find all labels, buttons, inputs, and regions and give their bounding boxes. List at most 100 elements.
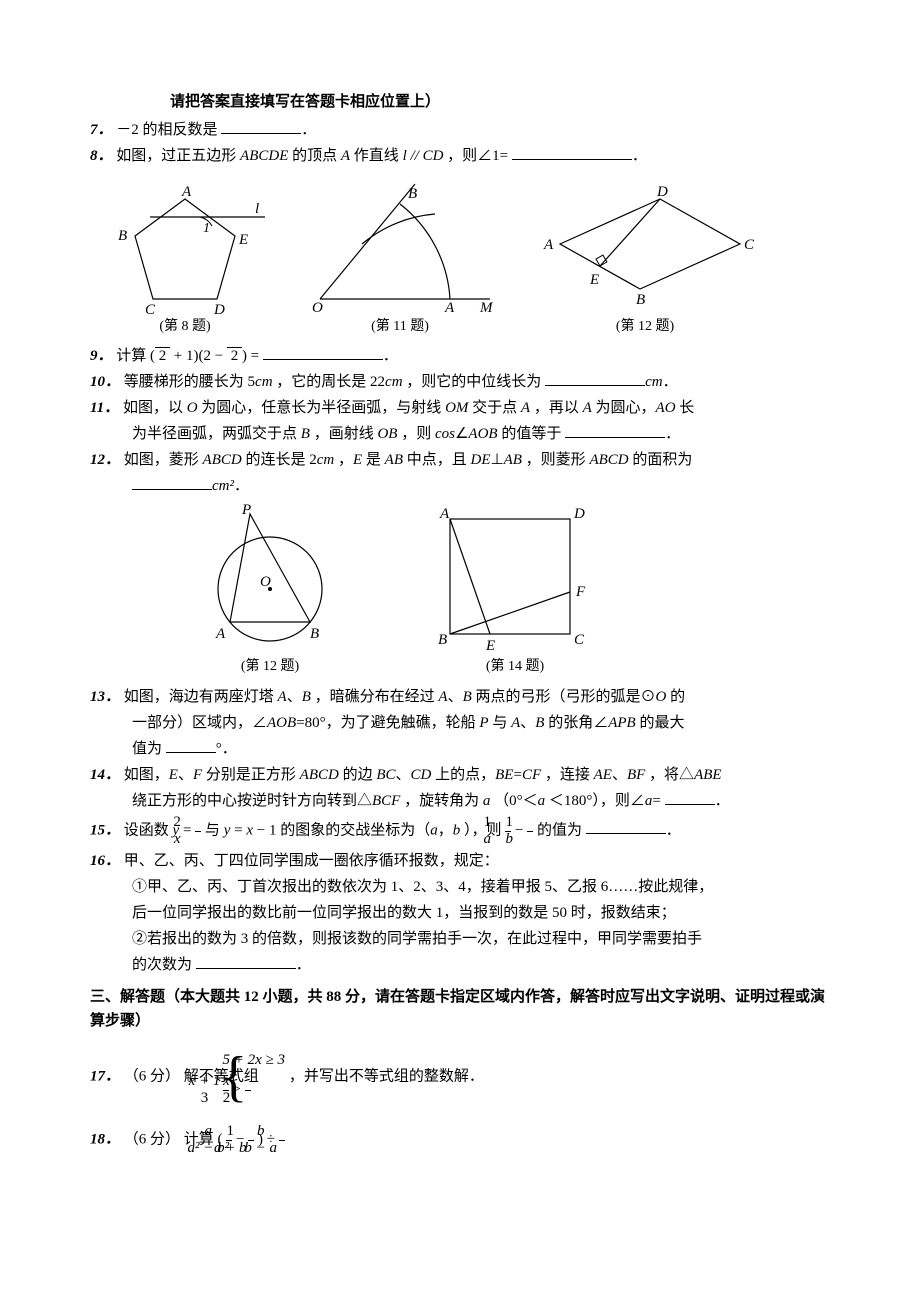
q11-l1f: 长 [679,400,694,416]
q14-eq2: = [652,793,660,809]
fig14-cap: (第 14 题) [486,656,544,678]
q16-l5: 的次数为 ． [90,953,830,977]
q14-l1a: 如图， [124,767,169,783]
q17-gt: > [232,1081,244,1097]
q14-E: E [169,767,178,783]
q13-APB: APB [608,715,636,731]
q16-l4: ②若报出的数为 3 的倍数，则报该数的同学需拍手一次，在此过程中，甲同学需要拍手 [90,927,830,951]
fig13-svg: P O A B [190,504,350,654]
q8-tc: 作直线 [354,148,403,164]
q12-blank [132,474,212,490]
q11-A: A [521,400,530,416]
q18: 18． （6 分） 计算 ( aa² − b² − 1a + b ) ÷ bb … [90,1124,830,1157]
q13-l2d: 的最大 [639,715,684,731]
q14-l2d: ＜180°），则∠ [549,793,645,809]
fig12-D: D [656,184,668,200]
q15-num: 15． [90,822,120,838]
figure-row-1: A B E C D 1 l (第 8 题) O A M B (第 11 题) [90,174,830,338]
fig13-A: A [215,626,226,642]
q12-dot: ． [234,478,249,494]
q15-l1b: 与 [205,822,224,838]
q10-num: 10． [90,374,120,390]
q16-l5t: 的次数为 [132,957,192,973]
q13-B3: B [535,715,544,731]
q16-l2: ①甲、乙、丙、丁首次报出的数依次为 1、2、3、4，接着甲报 5、乙报 6……按… [90,875,830,899]
fig14-svg: A D B C E F [430,504,600,654]
fig8-svg: A B E C D 1 l [100,184,270,314]
q14-AE: AE [594,767,612,783]
fig13-O: O [260,574,271,590]
q15-m2: − [515,822,527,838]
q16-blank [196,953,296,969]
q13-A3: A [511,715,520,731]
q13-l2b: 与 [492,715,511,731]
q17-system: { 5 + 2x ≥ 3 x + 13 > x2 [263,1048,286,1106]
q12-l1e: 中点，且 [407,452,471,468]
q10-ta: 等腰梯形的腰长为 5 [124,374,255,390]
fig12-A: A [543,237,554,253]
q18-f3n: b [279,1124,285,1141]
q11-l2a: 为半径画弧，两弧交于点 [132,426,301,442]
q14-BCF: BCF [372,793,400,809]
q13-deg: °． [216,741,237,757]
q13-l1d: 的 [670,689,685,705]
page-root: 请把答案直接填写在答题卡相应位置上） 7． －2 的相反数是 ． 8． 如图，过… [90,90,830,1157]
q15-f1d: x [195,832,201,848]
q14-l1f: ，将△ [649,767,694,783]
q16-num: 16． [90,853,120,869]
fig8-ang1: 1 [203,221,210,236]
q7-text: －2 的相反数是 [116,122,217,138]
fig12-cap: (第 12 题) [616,316,674,338]
q14-l1d: 上的点， [435,767,495,783]
q13-l2a: 一部分）区域内，∠ [132,715,267,731]
q8-lpar: l // CD [403,148,444,164]
q12-DE: DE [471,452,491,468]
q13-A: A [278,689,287,705]
q18-f2n: 1 [248,1124,254,1141]
q13-blank [166,737,216,753]
fig12: A D C B E (第 12 题) [530,184,760,338]
q11-l2c: ，则 [401,426,435,442]
fig12-svg: A D C B E [530,184,760,314]
q14-l1e: ，连接 [545,767,594,783]
q15-l1e: 的值为 [537,822,582,838]
q10-tb: ，它的周长是 22 [276,374,385,390]
q12-l1b: 的连长是 2 [245,452,316,468]
q8-blank [512,144,632,160]
fig13: P O A B (第 12 题) [190,504,350,678]
fig11-O: O [312,300,323,314]
q11-AOB: AOB [468,426,497,442]
q14-l2a: 绕正方形的中心按逆时针方向转到△ [132,793,372,809]
q11-OM: OM [445,400,468,416]
q11-AO: AO [656,400,676,416]
fig11: O A M B (第 11 题) [300,174,500,338]
q14-BE: BE [495,767,513,783]
fig8-B: B [118,228,127,244]
q13-s3: 、 [520,715,535,731]
q13-l1b: ，暗礁分布在经过 [315,689,439,705]
q11-l1d: ，再以 [534,400,583,416]
q8-A: A [341,148,350,164]
fig8-C: C [145,302,156,314]
fig13-B: B [310,626,319,642]
q9-num: 9． [90,348,113,364]
q10-tc: ，则它的中位线长为 [406,374,541,390]
q15-f3n: 1 [527,815,533,832]
q7-num: 7． [90,122,113,138]
fig8-A: A [181,184,192,200]
q8-td: ，则∠1= [447,148,508,164]
q14-BC: BC [376,767,395,783]
q18-pts: （6 分） [124,1132,180,1148]
q15-l1c: 的图象的交战坐标为（ [280,822,430,838]
figure-row-2: P O A B (第 12 题) A D B C E F (第 14 题) [90,504,830,678]
q17-row2: x + 13 > x2 [265,1074,286,1107]
q12-perp: ⊥ [491,452,504,468]
q14-l2b: ，旋转角为 [404,793,483,809]
q12-l1c: ， [338,452,353,468]
q12-cm: cm [317,452,335,468]
section-3-title: 三、解答题（本大题共 12 小题，共 88 分，请在答题卡指定区域内作答，解答时… [90,985,830,1033]
q11-l2d: 的值等于 [501,426,561,442]
q10-dot: ． [663,374,678,390]
q11-l2: 为半径画弧，两弧交于点 B ，画射线 OB ，则 cos∠AOB 的值等于 ． [90,422,830,446]
q10-cmc: cm [645,374,663,390]
